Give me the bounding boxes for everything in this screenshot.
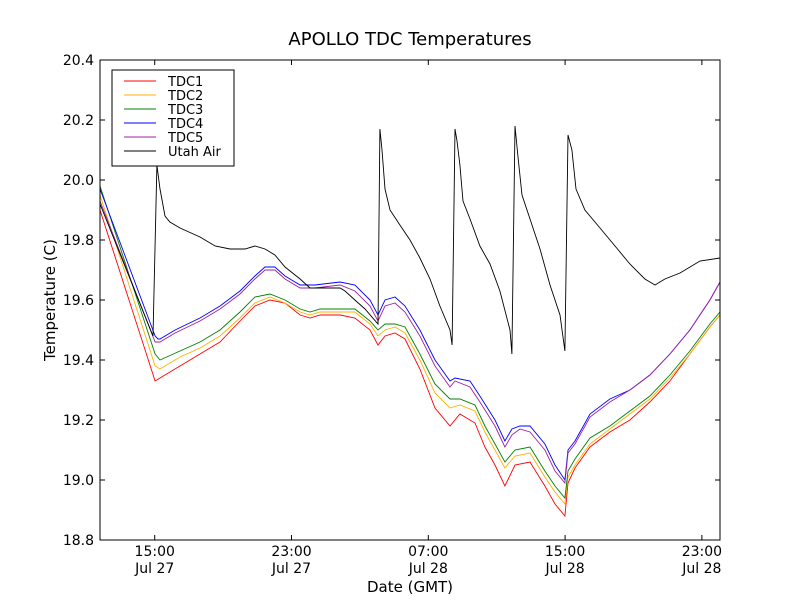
legend-box [111,69,235,167]
series-line-tdc1 [99,209,721,518]
legend-label: TDC4 [167,117,203,132]
y-tick-label: 20.0 [63,173,94,189]
y-axis-label: Temperature (C) [41,239,59,362]
y-tick-label: 19.8 [63,233,94,249]
legend-label: TDC3 [167,103,203,118]
x-tick-time-label: 07:00 [408,544,448,560]
axis-ticks: 18.8 19.0 19.2 19.4 19.6 19.8 20.0 20.2 20.4 15:0… [63,53,722,577]
x-tick-date-label: Jul 28 [408,561,448,577]
y-tick-label: 20.2 [63,113,94,129]
x-tick-time-label: 15:00 [135,544,175,560]
x-tick-date-label: Jul 28 [681,561,721,577]
series-line-tdc3 [99,185,721,500]
series-line-tdc5 [99,200,721,485]
y-tick-label: 19.6 [63,293,94,309]
y-tick-label: 18.8 [63,533,94,549]
y-tick-label: 19.0 [63,473,94,489]
x-axis-label: Date (GMT) [367,578,453,596]
plot-frame [99,59,721,541]
x-tick-time-label: 15:00 [545,544,585,560]
y-tick-label: 19.2 [63,413,94,429]
x-tick-date-label: Jul 27 [134,561,174,577]
x-tick-time-label: 23:00 [271,544,311,560]
series-line-utah-air [99,125,721,355]
y-tick-label: 20.4 [63,53,94,69]
series-line-tdc2 [99,194,721,506]
series-line-tdc4 [99,188,721,482]
series-layer [99,125,721,518]
x-tick-time-label: 23:00 [682,544,722,560]
legend-label: TDC2 [167,89,203,104]
x-tick-date-label: Jul 27 [271,561,311,577]
chart-title: APOLLO TDC Temperatures [288,29,531,50]
legend-label: Utah Air [168,145,221,160]
legend-label: TDC5 [167,131,203,146]
legend-label: TDC1 [167,75,203,90]
x-tick-date-label: Jul 28 [545,561,585,577]
y-tick-label: 19.4 [63,353,94,369]
